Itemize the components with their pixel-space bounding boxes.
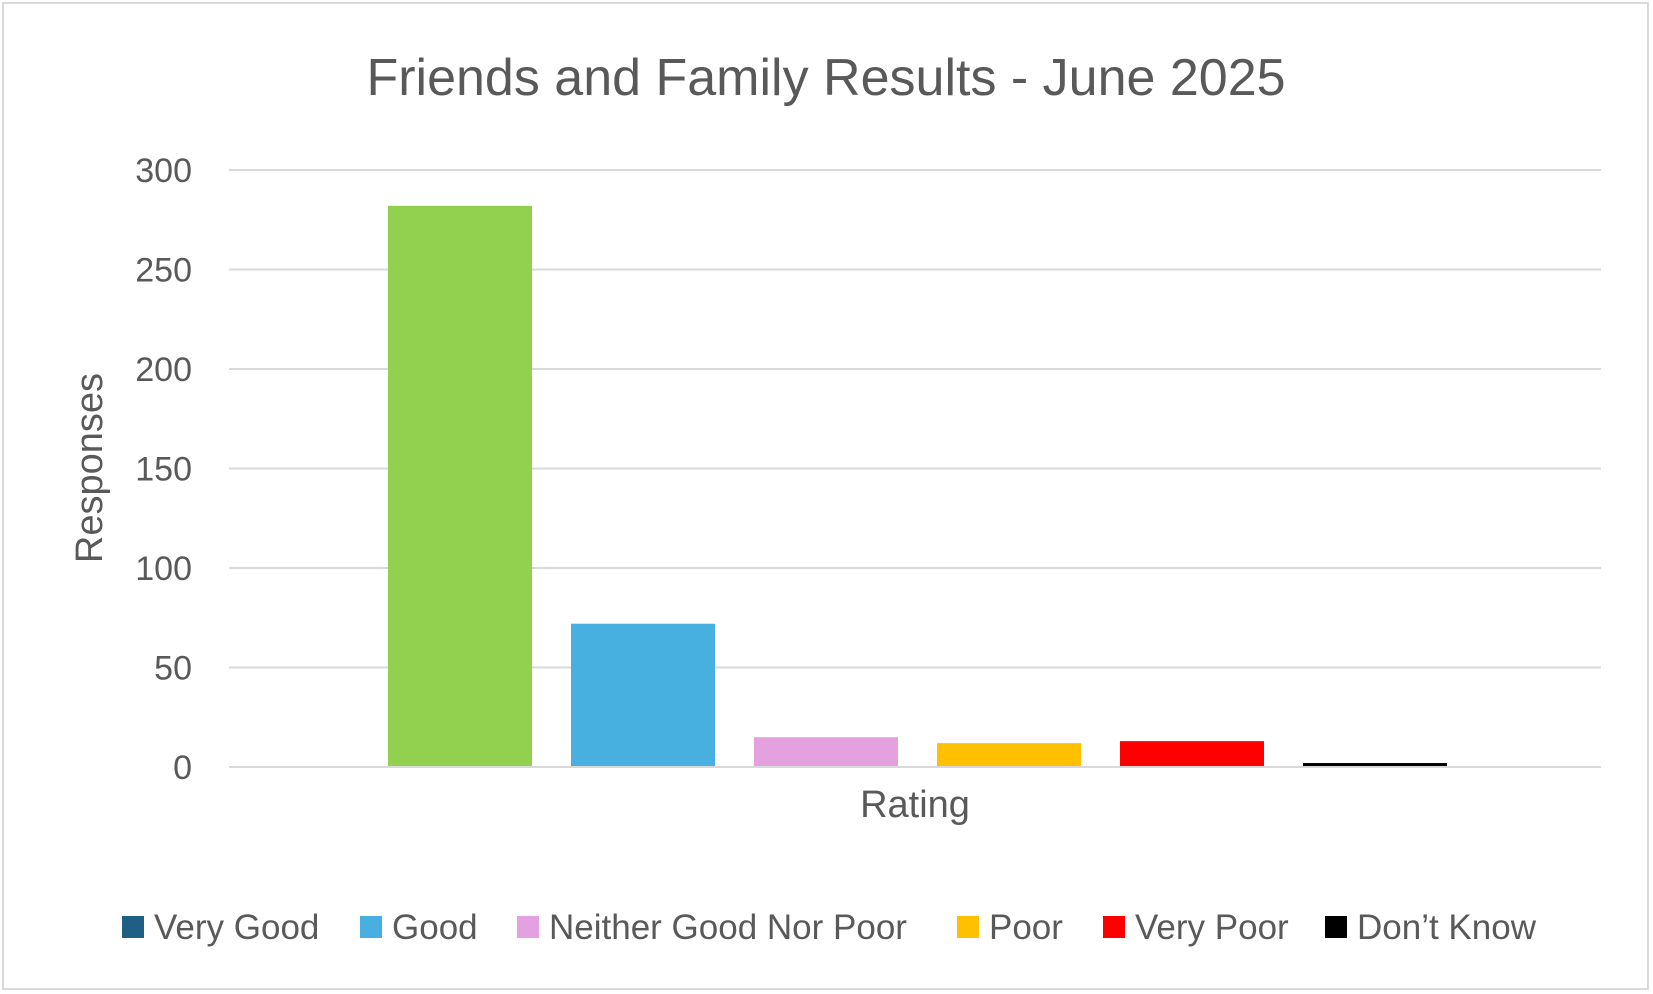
- legend-label: Neither Good Nor Poor: [549, 908, 907, 947]
- y-tick-label: 50: [154, 650, 192, 688]
- legend-label: Poor: [989, 908, 1063, 947]
- legend-item: Don’t Know: [1325, 908, 1537, 947]
- chart-title: Friends and Family Results - June 2025: [366, 49, 1285, 107]
- legend: Very Good Good Neither Good Nor Poor Poor Ve…: [122, 908, 1537, 947]
- bar-neither-good-nor-poor: [754, 737, 898, 767]
- x-axis-title: Rating: [860, 784, 970, 826]
- bars: [388, 205, 1447, 767]
- legend-label: Very Poor: [1135, 908, 1289, 947]
- legend-label: Good: [392, 908, 478, 947]
- y-axis-ticks: 0 50 100 150 200 250 300: [135, 152, 192, 787]
- legend-label: Very Good: [154, 908, 319, 947]
- legend-swatch: [1103, 916, 1125, 938]
- legend-swatch: [517, 916, 539, 938]
- y-tick-label: 300: [135, 152, 192, 190]
- bar-don-t-know: [1303, 763, 1447, 767]
- y-tick-label: 200: [135, 351, 192, 389]
- legend-swatch: [360, 916, 382, 938]
- legend-item: Neither Good Nor Poor: [517, 908, 907, 947]
- legend-label: Don’t Know: [1357, 908, 1537, 947]
- legend-swatch: [1325, 916, 1347, 938]
- y-tick-label: 250: [135, 252, 192, 290]
- bar-very-good: [388, 205, 532, 767]
- legend-item: Very Good: [122, 908, 319, 947]
- legend-swatch: [957, 916, 979, 938]
- legend-item: Very Poor: [1103, 908, 1289, 947]
- y-axis-title: Responses: [69, 373, 111, 563]
- bar-very-poor: [1120, 741, 1264, 767]
- legend-item: Poor: [957, 908, 1063, 947]
- y-tick-label: 150: [135, 451, 192, 489]
- legend-item: Good: [360, 908, 478, 947]
- bar-good: [571, 623, 715, 767]
- y-tick-label: 100: [135, 550, 192, 588]
- bar-poor: [937, 743, 1081, 767]
- y-tick-label: 0: [173, 749, 192, 787]
- legend-swatch: [122, 916, 144, 938]
